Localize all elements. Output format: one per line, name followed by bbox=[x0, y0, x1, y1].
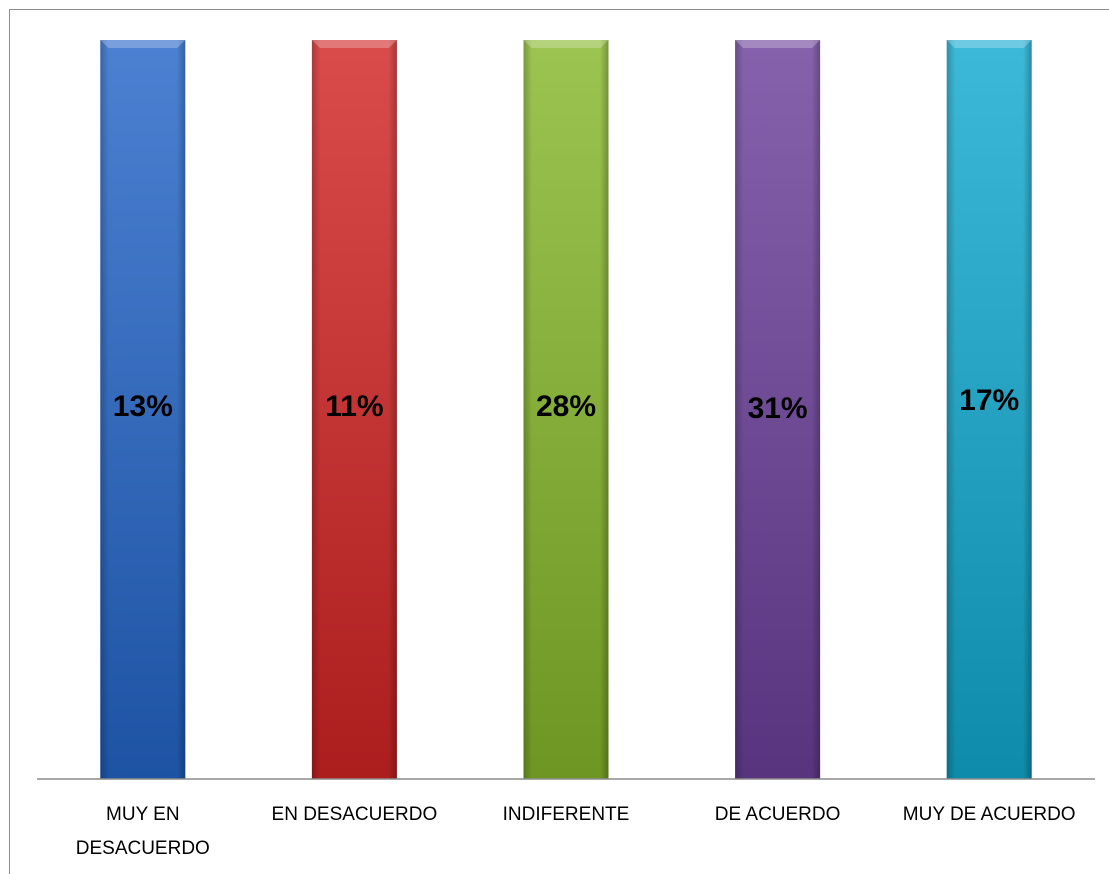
category-label-1-line-1: MUY EN bbox=[106, 804, 180, 825]
bar-top-highlight-3 bbox=[523, 40, 609, 48]
category-label-4: DE ACUERDO bbox=[715, 804, 841, 825]
category-label-3: INDIFERENTE bbox=[503, 804, 630, 825]
bars-layer bbox=[100, 40, 1032, 779]
value-label-4: 31% bbox=[748, 392, 808, 425]
value-label-5: 17% bbox=[959, 384, 1019, 417]
bar-bevel-2 bbox=[311, 40, 397, 779]
bar-top-highlight-1 bbox=[100, 40, 186, 48]
category-label-5: MUY DE ACUERDO bbox=[903, 804, 1076, 825]
bar-bevel-1 bbox=[100, 40, 186, 779]
value-label-1: 13% bbox=[113, 390, 173, 423]
bar-bevel-4 bbox=[735, 40, 821, 779]
labels-layer: 13% MUY EN DESACUERDO 11% EN DESACUERDO 28% IN… bbox=[76, 384, 1076, 859]
bar-top-highlight-4 bbox=[735, 40, 821, 48]
value-label-3: 28% bbox=[536, 390, 596, 423]
category-label-1-line-2: DESACUERDO bbox=[76, 838, 210, 859]
value-label-2: 11% bbox=[325, 390, 383, 423]
bar-bevel-5 bbox=[946, 40, 1032, 779]
bar-top-highlight-5 bbox=[946, 40, 1032, 48]
frame-left-border bbox=[9, 9, 10, 874]
category-label-2: EN DESACUERDO bbox=[272, 804, 438, 825]
bar-bevel-3 bbox=[523, 40, 609, 779]
bar-top-highlight-2 bbox=[311, 40, 397, 48]
frame-top-border bbox=[9, 9, 1109, 10]
